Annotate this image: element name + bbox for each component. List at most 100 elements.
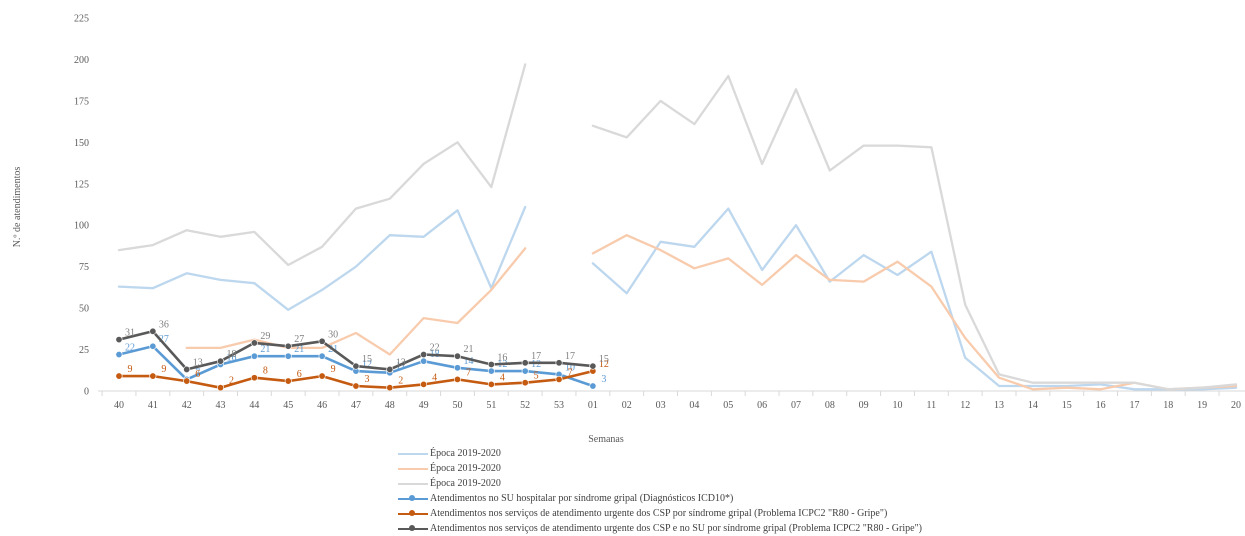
legend-item: Atendimentos nos serviços de atendimento… bbox=[398, 521, 922, 536]
data-label: 7 bbox=[195, 367, 200, 378]
series-line bbox=[591, 234, 1238, 391]
series-3 bbox=[117, 63, 1238, 391]
data-label: 14 bbox=[463, 356, 473, 367]
data-label: 27 bbox=[159, 334, 169, 345]
x-tick-label: 09 bbox=[859, 400, 869, 411]
y-tick-label: 50 bbox=[79, 304, 89, 315]
legend-item: Época 2019-2020 bbox=[398, 476, 922, 491]
data-point bbox=[555, 359, 563, 367]
data-label: 12 bbox=[362, 359, 372, 370]
data-label: 3 bbox=[601, 374, 606, 385]
data-label: 2 bbox=[229, 376, 234, 387]
data-point bbox=[115, 336, 123, 344]
legend-item: Época 2019-2020 bbox=[398, 446, 922, 461]
data-label: 15 bbox=[362, 354, 372, 365]
data-point bbox=[115, 372, 123, 380]
data-label: 30 bbox=[328, 329, 338, 340]
data-point bbox=[487, 380, 495, 388]
data-label: 3 bbox=[364, 374, 369, 385]
series-line bbox=[591, 74, 1238, 391]
data-label: 21 bbox=[463, 344, 473, 355]
data-point bbox=[420, 351, 428, 359]
legend-swatch bbox=[398, 494, 428, 504]
data-point bbox=[284, 352, 292, 360]
data-point bbox=[149, 342, 157, 350]
y-tick-label: 100 bbox=[74, 221, 89, 232]
legend-label: Atendimentos no SU hospitalar por síndro… bbox=[430, 493, 734, 504]
data-label: 7 bbox=[466, 367, 471, 378]
series-layer: 22 27 7 16 21 21 21 12 11 18 14 12 12 10 3 9 9 6 2 8 6 9 3 2 4 7 4… bbox=[115, 63, 1238, 392]
data-point bbox=[250, 374, 258, 382]
data-label: 9 bbox=[331, 364, 336, 375]
data-point bbox=[487, 360, 495, 368]
data-label: 16 bbox=[227, 352, 237, 363]
x-axis-title: Semanas bbox=[588, 434, 624, 445]
y-tick-label: 225 bbox=[74, 14, 89, 25]
data-point bbox=[183, 377, 191, 385]
series-line bbox=[185, 247, 527, 356]
x-tick-label: 01 bbox=[588, 400, 598, 411]
data-point bbox=[318, 337, 326, 345]
data-point bbox=[250, 339, 258, 347]
data-label: 9 bbox=[161, 364, 166, 375]
series-1 bbox=[117, 205, 1238, 391]
data-point bbox=[284, 342, 292, 350]
y-tick-label: 200 bbox=[74, 55, 89, 66]
x-tick-label: 48 bbox=[385, 400, 395, 411]
data-label: 11 bbox=[396, 361, 406, 372]
data-point bbox=[183, 365, 191, 373]
data-point bbox=[386, 365, 394, 373]
data-label: 17 bbox=[565, 351, 575, 362]
data-point bbox=[521, 367, 529, 375]
x-tick-label: 49 bbox=[419, 400, 429, 411]
x-tick-label: 16 bbox=[1096, 400, 1106, 411]
legend-swatch bbox=[398, 464, 428, 474]
data-label: 6 bbox=[195, 369, 200, 380]
x-tick-label: 15 bbox=[1062, 400, 1072, 411]
data-point bbox=[352, 382, 360, 390]
data-point bbox=[521, 359, 529, 367]
legend-label: Época 2019-2020 bbox=[430, 463, 501, 474]
data-point bbox=[250, 352, 258, 360]
data-label: 4 bbox=[432, 372, 437, 383]
x-tick-label: 45 bbox=[283, 400, 293, 411]
x-tick-label: 12 bbox=[960, 400, 970, 411]
data-point bbox=[589, 362, 597, 370]
x-tick-label: 46 bbox=[317, 400, 327, 411]
legend-label: Atendimentos nos serviços de atendimento… bbox=[430, 523, 922, 534]
x-tick-label: 14 bbox=[1028, 400, 1038, 411]
x-tick-label: 40 bbox=[114, 400, 124, 411]
x-tick-label: 13 bbox=[994, 400, 1004, 411]
data-point bbox=[555, 375, 563, 383]
data-label: 22 bbox=[430, 343, 440, 354]
x-tick-label: 06 bbox=[757, 400, 767, 411]
legend-swatch bbox=[398, 509, 428, 519]
x-tick-label: 42 bbox=[182, 400, 192, 411]
data-label: 29 bbox=[260, 331, 270, 342]
legend-item: Atendimentos no SU hospitalar por síndro… bbox=[398, 491, 922, 506]
x-tick-label: 19 bbox=[1197, 400, 1207, 411]
data-point bbox=[453, 352, 461, 360]
data-label: 27 bbox=[294, 334, 304, 345]
data-label: 15 bbox=[599, 354, 609, 365]
data-label: 21 bbox=[294, 344, 304, 355]
series-5: 9 9 6 2 8 6 9 3 2 4 7 4 5 7 12 bbox=[115, 359, 609, 392]
data-label: 8 bbox=[263, 366, 268, 377]
data-label: 17 bbox=[531, 351, 541, 362]
data-point bbox=[589, 382, 597, 390]
data-label: 6 bbox=[297, 369, 302, 380]
data-label: 16 bbox=[497, 352, 507, 363]
data-point bbox=[420, 380, 428, 388]
x-tick-label: 53 bbox=[554, 400, 564, 411]
data-point bbox=[487, 367, 495, 375]
x-tick-label: 52 bbox=[520, 400, 530, 411]
data-point bbox=[217, 384, 225, 392]
data-label: 7 bbox=[568, 367, 573, 378]
data-label: 13 bbox=[396, 357, 406, 368]
legend-label: Época 2019-2020 bbox=[430, 478, 501, 489]
data-point bbox=[115, 351, 123, 359]
data-point bbox=[217, 357, 225, 365]
data-label: 13 bbox=[193, 357, 203, 368]
